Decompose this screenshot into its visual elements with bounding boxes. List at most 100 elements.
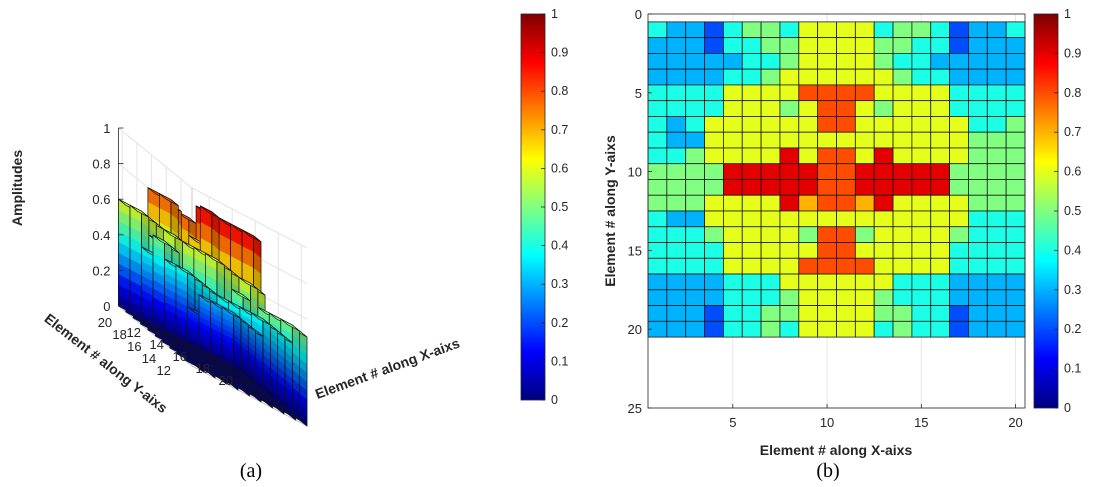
heatmap-cell — [930, 53, 951, 70]
panel-a-z-tick-label: 0.4 — [92, 228, 110, 243]
heatmap-cell — [685, 320, 705, 338]
heatmap-cell — [798, 210, 819, 228]
heatmap-cell — [817, 53, 837, 70]
heatmap-cell — [949, 147, 969, 165]
panel-a-colorbar-tick-label: 0.1 — [551, 354, 568, 368]
heatmap-cell — [817, 242, 837, 259]
heatmap-cell — [817, 163, 837, 180]
heatmap-cell — [779, 116, 800, 133]
heatmap-cell — [741, 68, 762, 86]
heatmap-cell — [685, 21, 705, 39]
heatmap-cell — [798, 320, 819, 338]
heatmap-cell — [760, 37, 781, 54]
heatmap-cell — [854, 257, 875, 275]
heatmap-cell — [666, 100, 687, 117]
heatmap-cell — [1005, 84, 1026, 102]
heatmap-cell — [1005, 320, 1026, 338]
heatmap-cell — [930, 179, 951, 196]
heatmap-cell — [1005, 147, 1026, 165]
panel-a-z-tick-label: 1 — [103, 121, 110, 136]
heatmap-cell — [798, 68, 819, 86]
bar-3d — [221, 306, 242, 373]
heatmap-cell — [779, 68, 800, 86]
bar-face-top — [251, 312, 271, 326]
heatmap-cell — [817, 179, 837, 196]
panel-a-z-axis-title: Amplitudes — [9, 150, 25, 226]
heatmap-cell — [760, 210, 781, 228]
bar-face-top — [238, 276, 259, 290]
heatmap-cell — [647, 305, 668, 322]
heatmap-cell — [836, 210, 856, 228]
panel-b-colorbar-tick-label: 0.8 — [1064, 86, 1081, 100]
heatmap-cell — [836, 226, 856, 243]
heatmap-cell — [968, 210, 988, 228]
heatmap-cell — [892, 84, 913, 102]
panel-a-colorbar-tick-label: 0.9 — [551, 46, 568, 60]
heatmap-cell — [704, 320, 724, 338]
heatmap-cell — [647, 68, 668, 86]
heatmap-cell — [685, 147, 705, 165]
heatmap-cell — [854, 320, 875, 338]
heatmap-cell — [968, 320, 988, 338]
heatmap-cell — [968, 179, 988, 196]
heatmap-cell — [930, 163, 951, 180]
heatmap-cell — [986, 147, 1007, 165]
heatmap-cell — [779, 273, 800, 291]
heatmap-cell — [741, 194, 762, 212]
heatmap-cell — [704, 257, 724, 275]
heatmap-cell — [873, 242, 894, 259]
heatmap-cell — [930, 68, 951, 86]
heatmap-cell — [911, 305, 932, 322]
heatmap-cell — [741, 179, 762, 196]
heatmap-cell — [911, 100, 932, 117]
heatmap-cell — [949, 194, 969, 212]
heatmap-cell — [986, 305, 1007, 322]
heatmap-cell — [723, 194, 743, 212]
heatmap-cell — [723, 131, 743, 149]
heatmap-cell — [685, 116, 705, 133]
heatmap-cell — [949, 320, 969, 338]
heatmap-cell — [723, 226, 743, 243]
heatmap-cell — [949, 100, 969, 117]
heatmap-cell — [817, 100, 837, 117]
heatmap-cell — [647, 116, 668, 133]
heatmap-cell — [873, 194, 894, 212]
heatmap-cell — [930, 226, 951, 243]
heatmap-cell — [854, 163, 875, 180]
heatmap-cell — [854, 53, 875, 70]
heatmap-cell — [1005, 226, 1026, 243]
heatmap-cell — [836, 84, 856, 102]
heatmap-cell — [930, 37, 951, 54]
heatmap-cell — [817, 68, 837, 86]
heatmap-cell — [779, 84, 800, 102]
heatmap-cell — [685, 242, 705, 259]
heatmap-cell — [779, 320, 800, 338]
heatmap-cell — [930, 131, 951, 149]
heatmap-cell — [685, 210, 705, 228]
heatmap-cell — [836, 163, 856, 180]
heatmap-cell — [873, 305, 894, 322]
heatmap-cell — [930, 84, 951, 102]
panel-a-colorbar-tick-label: 0 — [551, 393, 558, 407]
panel-a-x-tick-label: 16 — [173, 349, 187, 364]
heatmap-cell — [666, 289, 687, 306]
heatmap-cell — [741, 116, 762, 133]
heatmap-cell — [873, 226, 894, 243]
heatmap-cell — [968, 131, 988, 149]
heatmap-cell — [911, 131, 932, 149]
heatmap-cell — [779, 21, 800, 39]
heatmap-cell — [873, 68, 894, 86]
heatmap-cell — [647, 210, 668, 228]
heatmap-cell — [949, 273, 969, 291]
heatmap-cell — [1005, 289, 1026, 306]
panel-b-colorbar-tick-label: 1 — [1064, 7, 1071, 21]
heatmap-cell — [854, 68, 875, 86]
heatmap-cell — [930, 273, 951, 291]
heatmap-cell — [911, 226, 932, 243]
heatmap-cell — [817, 37, 837, 54]
heatmap-cell — [779, 226, 800, 243]
panel-a-x-tick-label: 12 — [127, 325, 141, 340]
heatmap-cell — [704, 116, 724, 133]
heatmap-cell — [911, 210, 932, 228]
panel-b-colorbar-tick-label: 0.1 — [1064, 362, 1081, 376]
